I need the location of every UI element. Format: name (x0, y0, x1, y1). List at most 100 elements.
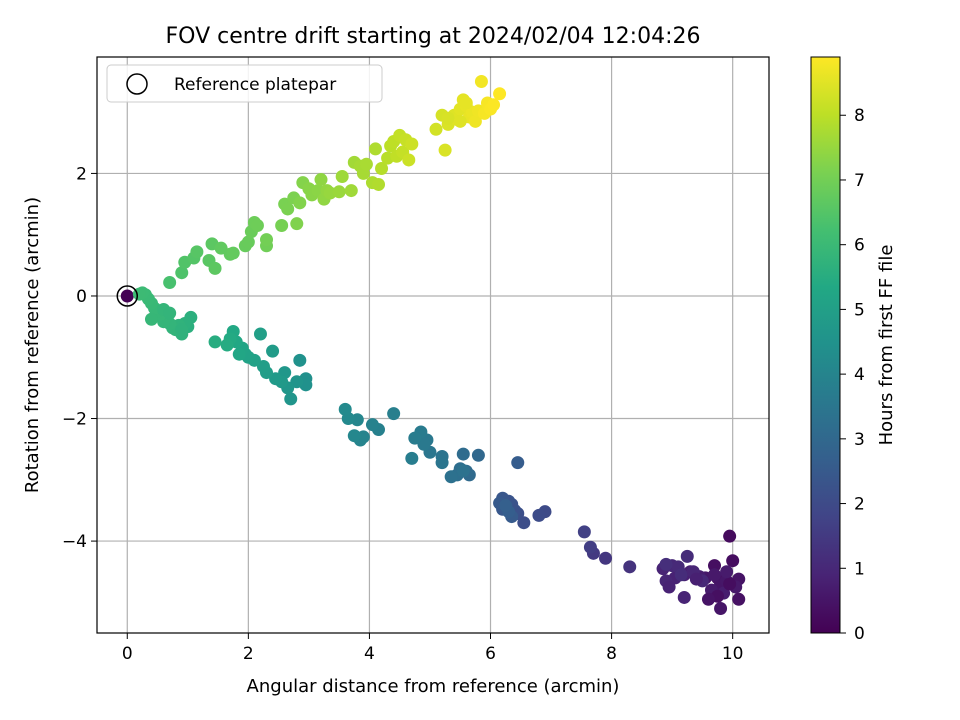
data-point (293, 196, 307, 210)
data-point (723, 529, 737, 543)
plot-frame (96, 56, 770, 634)
data-point (438, 143, 452, 157)
data-point (290, 217, 304, 231)
data-point (429, 122, 443, 136)
x-tick-label: 4 (364, 644, 375, 664)
data-point (266, 344, 280, 358)
y-axis-label: Rotation from reference (arcmin) (22, 197, 43, 493)
colorbar-tick-label: 4 (854, 365, 865, 385)
legend-marker (126, 73, 148, 95)
data-point (471, 448, 485, 462)
data-point (459, 96, 473, 110)
data-point (456, 447, 470, 461)
data-point (290, 375, 304, 389)
data-point (284, 392, 298, 406)
legend: Reference platepar (106, 64, 383, 103)
data-point (444, 470, 458, 484)
data-point (468, 114, 482, 128)
y-tick-label: 0 (76, 287, 87, 307)
x-tick-label: 0 (122, 644, 133, 664)
data-point (163, 306, 177, 320)
legend-entry-reference-platepar: Reference platepar (174, 75, 336, 95)
y-ticks: −4 −2 0 2 (62, 164, 97, 552)
colorbar-tick-label: 1 (854, 559, 865, 579)
colorbar-tick-label: 7 (854, 171, 865, 191)
data-point (372, 177, 386, 191)
data-point (441, 111, 455, 125)
data-point (256, 359, 270, 373)
colorbar-tick-label: 0 (854, 624, 865, 644)
grid (97, 57, 769, 633)
y-tick-label: −2 (62, 410, 87, 430)
data-point (493, 87, 507, 101)
colorbar-tick-label: 5 (854, 300, 865, 320)
data-point (293, 353, 307, 367)
data-point (250, 219, 264, 233)
x-tick-label: 10 (722, 644, 744, 664)
data-point (208, 261, 222, 275)
y-tick-label: 2 (76, 164, 87, 184)
data-point (499, 499, 513, 513)
x-tick-label: 8 (606, 644, 617, 664)
reference-platepar-marker (116, 285, 139, 307)
data-point (599, 551, 613, 565)
data-point (726, 554, 740, 568)
colorbar-tick-label: 6 (854, 236, 865, 256)
data-point (659, 557, 673, 571)
data-point (708, 568, 722, 582)
x-tick-label: 6 (485, 644, 496, 664)
data-point (281, 202, 295, 216)
data-point (163, 275, 177, 289)
data-point (517, 516, 531, 530)
data-point (723, 577, 737, 591)
data-point (269, 372, 283, 386)
data-point (677, 590, 691, 604)
data-point (408, 431, 422, 445)
data-point (220, 338, 234, 352)
data-point (680, 549, 694, 563)
data-point (577, 525, 591, 539)
data-point (720, 565, 734, 579)
data-point (487, 98, 501, 112)
colorbar (810, 56, 841, 634)
data-point (344, 184, 358, 198)
data-point (701, 592, 715, 606)
colorbar-tick-label: 8 (854, 106, 865, 126)
data-point (144, 312, 158, 326)
data-point (511, 456, 525, 470)
data-point (417, 437, 431, 451)
legend-box (106, 64, 383, 103)
data-point (402, 153, 416, 167)
data-point (435, 456, 449, 470)
data-point (583, 540, 597, 554)
data-point (190, 245, 204, 259)
data-point (365, 418, 379, 432)
data-point (208, 335, 222, 349)
data-point (714, 601, 728, 615)
data-point (532, 508, 546, 522)
data-point (453, 114, 467, 128)
x-tick-label: 2 (243, 644, 254, 664)
data-point (387, 407, 401, 421)
data-point (732, 592, 746, 606)
data-point (338, 402, 352, 416)
data-point (368, 142, 382, 156)
data-point (241, 235, 255, 249)
data-point (253, 327, 267, 341)
data-point (405, 451, 419, 465)
data-point (175, 323, 189, 337)
data-point (405, 137, 419, 151)
colorbar-label: Hours from first FF file (876, 245, 897, 446)
data-point (347, 429, 361, 443)
data-point (689, 572, 703, 586)
data-point (332, 185, 346, 199)
data-point (456, 464, 470, 478)
data-point (260, 233, 274, 247)
data-point (226, 246, 240, 260)
data-point (474, 75, 488, 89)
data-point (275, 219, 289, 233)
data-point (335, 169, 349, 183)
data-point (623, 560, 637, 574)
data-point (175, 266, 189, 280)
data-point (359, 157, 373, 171)
